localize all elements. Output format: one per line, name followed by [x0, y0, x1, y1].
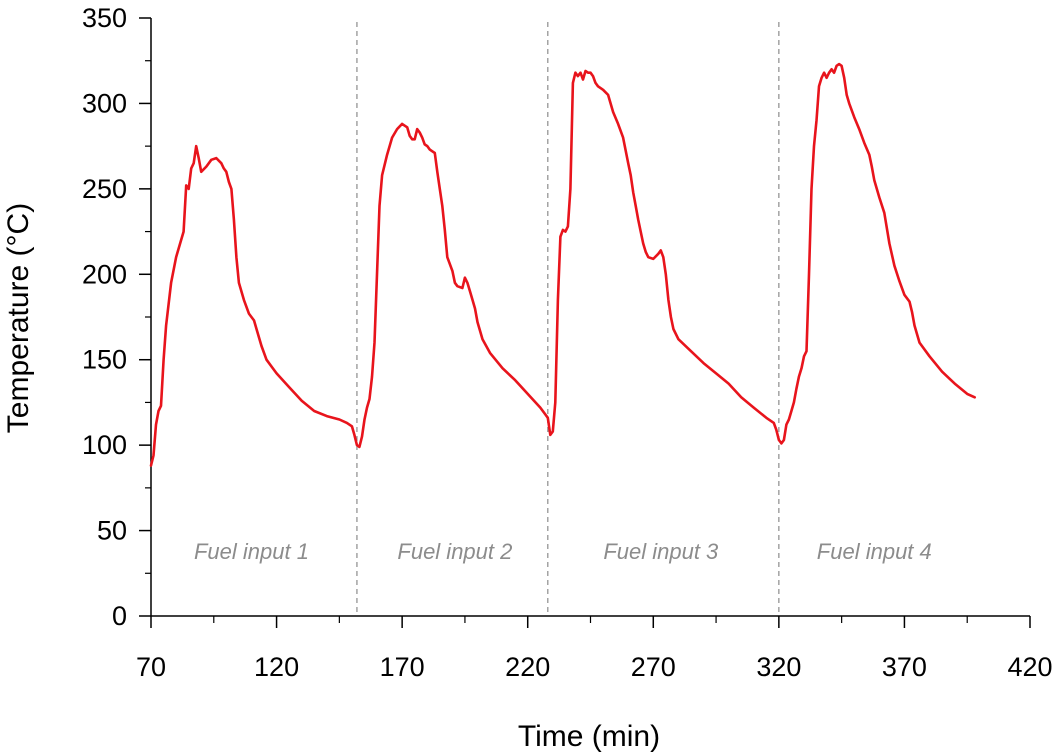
x-axis-title: Time (min)	[518, 720, 660, 753]
x-tick-label: 170	[380, 652, 425, 682]
x-tick-label: 270	[631, 652, 676, 682]
series-layer	[149, 62, 977, 467]
y-tick-label: 50	[97, 516, 127, 546]
region-label-layer: Fuel input 1 Fuel input 2 Fuel input 3 Fuel…	[194, 539, 932, 564]
y-axis-title: Temperature (°C)	[2, 203, 35, 433]
y-tick-label: 0	[112, 601, 127, 631]
y-tick-label: 250	[82, 174, 127, 204]
y-tick-label: 300	[82, 88, 127, 118]
x-tick-label: 120	[254, 652, 299, 682]
x-tick-label: 220	[505, 652, 550, 682]
fuel-input-label: Fuel input 2	[397, 539, 512, 564]
y-tick-label: 350	[82, 3, 127, 33]
divider-layer	[356, 22, 780, 616]
temperature-series-line	[149, 62, 977, 467]
x-tick-label: 370	[882, 652, 927, 682]
x-tick-label: 320	[756, 652, 801, 682]
x-tick-label: 420	[1007, 652, 1052, 682]
fuel-input-label: Fuel input 1	[194, 539, 309, 564]
axes-layer: 0 50 100 150 200 250 300 350 70 120 170 220 270 320 37…	[82, 3, 1053, 682]
fuel-input-label: Fuel input 3	[603, 539, 719, 564]
y-tick-label: 100	[82, 430, 127, 460]
y-tick-label: 200	[82, 259, 127, 289]
y-tick-label: 150	[82, 345, 127, 375]
x-tick-label: 70	[136, 652, 166, 682]
fuel-input-label: Fuel input 4	[817, 539, 932, 564]
